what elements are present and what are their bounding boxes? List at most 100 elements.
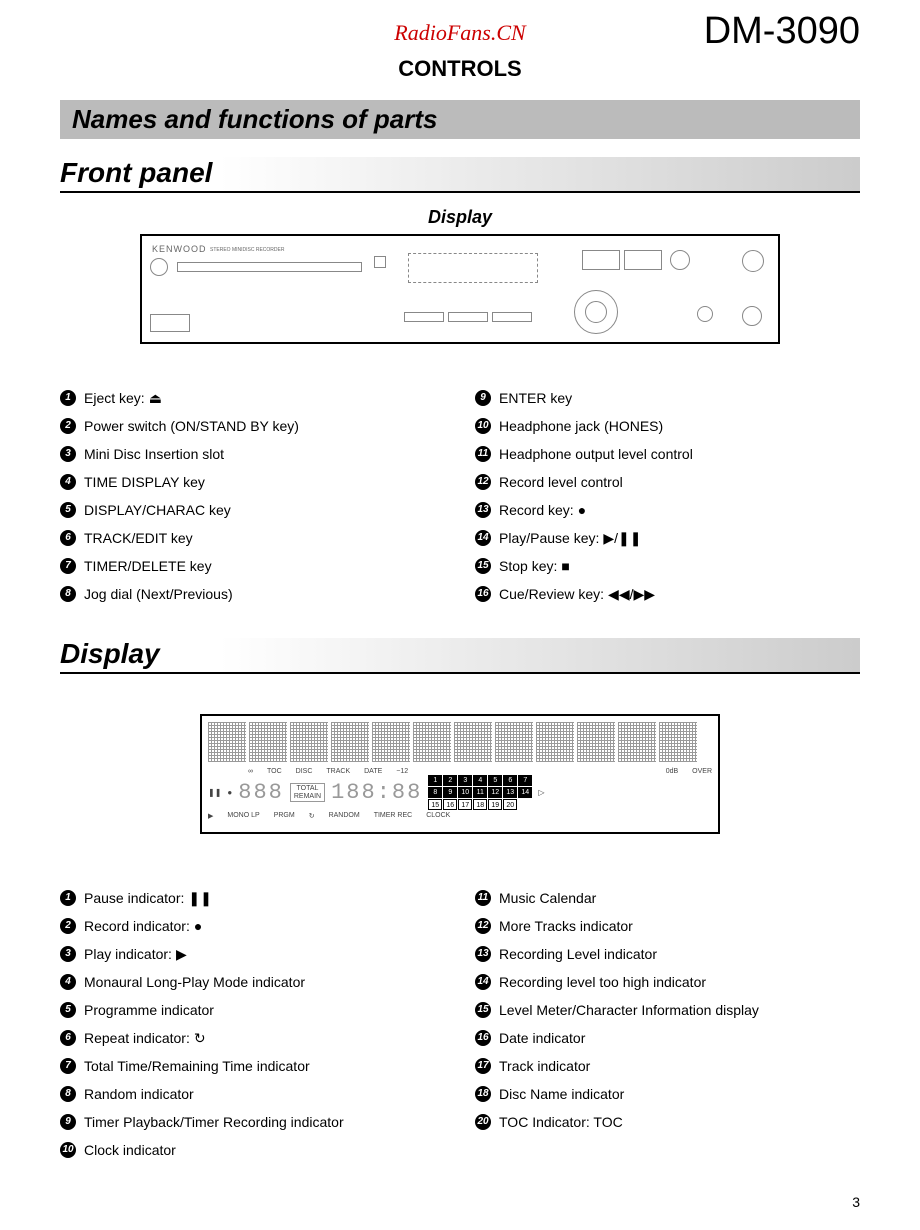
legend-text: DISPLAY/CHARAC key (84, 496, 231, 524)
legend-text: Recording level too high indicator (499, 968, 706, 996)
legend-text: Programme indicator (84, 996, 214, 1024)
calendar-cell: 3 (458, 775, 472, 786)
legend-item: 8 Random indicator (60, 1080, 445, 1108)
number-badge: 14 (475, 530, 491, 546)
number-badge: 15 (475, 558, 491, 574)
repeat-icon: ↻ (309, 812, 315, 820)
calendar-cell: 11 (473, 787, 487, 798)
power-switch-icon (150, 314, 190, 332)
number-badge: 12 (475, 474, 491, 490)
neg12-label: −12 (396, 768, 408, 775)
legend-item: 1Pause indicator: ❚❚ (60, 884, 445, 912)
legend-text: Timer Playback/Timer Recording indicator (84, 1108, 344, 1136)
calendar-cell: 4 (473, 775, 487, 786)
md-logo-icon (374, 256, 386, 268)
toc-label: TOC (267, 768, 282, 775)
legend-text: TIMER/DELETE key (84, 552, 212, 580)
timerrec-label: TIMER REC (374, 812, 413, 820)
legend-text: ENTER key (499, 384, 572, 412)
legend-item: 7TIMER/DELETE key (60, 552, 445, 580)
number-badge: 13 (475, 946, 491, 962)
legend-symbol-icon: ↻ (194, 1024, 206, 1052)
zerodb-label: 0dB (666, 768, 678, 775)
track-digits: 888 (238, 780, 284, 805)
legend-text: Repeat indicator: (84, 1024, 190, 1052)
key-6-icon (492, 312, 532, 322)
page-header: RadioFans.CN DM-3090 (60, 20, 860, 46)
legend-item: 4Monaural Long-Play Mode indicator (60, 968, 445, 996)
number-badge: 6 (60, 1030, 76, 1046)
legend-text: Record key: (499, 496, 574, 524)
calendar-cell: 15 (428, 799, 442, 810)
legend-text: Total Time/Remaining Time indicator (84, 1052, 310, 1080)
front-panel-legend: 1Eject key: ⏏2Power switch (ON/STAND BY … (60, 384, 860, 608)
display-window-icon (408, 253, 538, 283)
number-badge: 14 (475, 974, 491, 990)
legend-item: 5 Programme indicator (60, 996, 445, 1024)
legend-text: Headphone jack (HONES) (499, 412, 663, 440)
number-badge: 17 (475, 1058, 491, 1074)
total-remain-box: TOTALREMAIN (290, 783, 325, 802)
phones-level-icon (742, 306, 762, 326)
phones-jack-icon (697, 306, 713, 322)
time-digits: 188:88 (331, 780, 422, 805)
legend-symbol-icon: ▶ (176, 940, 187, 968)
legend-text: Level Meter/Character Information displa… (499, 996, 759, 1024)
legend-item: 18Disc Name indicator (475, 1080, 860, 1108)
legend-item: 4TIME DISPLAY key (60, 468, 445, 496)
calendar-cell: 20 (503, 799, 517, 810)
legend-text: Mini Disc Insertion slot (84, 440, 224, 468)
calendar-cell: 14 (518, 787, 532, 798)
front-panel-heading: Front panel (60, 157, 860, 193)
number-badge: 5 (60, 1002, 76, 1018)
legend-text: TOC Indicator: TOC (499, 1108, 623, 1136)
brand-label: KENWOOD (152, 244, 207, 254)
key-4-icon (404, 312, 444, 322)
legend-item: 6 Repeat indicator: ↻ (60, 1024, 445, 1052)
legend-item: 17Track indicator (475, 1052, 860, 1080)
number-badge: 16 (475, 586, 491, 602)
legend-item: 2Record indicator: ● (60, 912, 445, 940)
calendar-cell: 17 (458, 799, 472, 810)
number-badge: 7 (60, 1058, 76, 1074)
legend-text: Jog dial (Next/Previous) (84, 580, 233, 608)
legend-item: 14Play/Pause key: ▶/❚❚ (475, 524, 860, 552)
number-badge: 13 (475, 502, 491, 518)
calendar-cell: 2 (443, 775, 457, 786)
legend-text: Disc Name indicator (499, 1080, 624, 1108)
legend-text: Random indicator (84, 1080, 194, 1108)
number-badge: 1 (60, 890, 76, 906)
legend-item: 16Date indicator (475, 1024, 860, 1052)
prgm-label: PRGM (274, 812, 295, 820)
legend-text: Record indicator: (84, 912, 190, 940)
monolp-label: MONO LP (227, 812, 259, 820)
legend-item: 9 Timer Playback/Timer Recording indicato… (60, 1108, 445, 1136)
play-icon: ▶ (208, 812, 213, 820)
legend-text: Record level control (499, 468, 623, 496)
number-badge: 4 (60, 974, 76, 990)
display-legend: 1Pause indicator: ❚❚2Record indicator: ●… (60, 884, 860, 1164)
legend-item: 3Play indicator: ▶ (60, 940, 445, 968)
legend-item: 10Headphone jack (HONES) (475, 412, 860, 440)
legend-symbol-icon: ❚❚ (188, 884, 211, 912)
number-badge: 8 (60, 1086, 76, 1102)
front-panel-illustration: KENWOOD STEREO MINIDISC RECORDER (140, 234, 780, 344)
pause-icon: ❚❚ (208, 788, 221, 797)
legend-item: 12 Record level control (475, 468, 860, 496)
legend-item: 16Cue/Review key: ◀◀/▶▶ (475, 580, 860, 608)
legend-item: 15Level Meter/Character Information disp… (475, 996, 860, 1024)
calendar-cell: 12 (488, 787, 502, 798)
number-badge: 8 (60, 586, 76, 602)
section-heading: Names and functions of parts (60, 100, 860, 139)
calendar-cell: 8 (428, 787, 442, 798)
number-badge: 12 (475, 918, 491, 934)
legend-item: 13Record key: ● (475, 496, 860, 524)
number-badge: 9 (475, 390, 491, 406)
legend-item: 11Headphone output level control (475, 440, 860, 468)
rec-icon: ● (227, 788, 232, 797)
clock-label: CLOCK (426, 812, 450, 820)
number-badge: 16 (475, 1030, 491, 1046)
number-badge: 9 (60, 1114, 76, 1130)
front-panel-diagram: Display KENWOOD STEREO MINIDISC RECORDER (60, 207, 860, 344)
legend-symbol-icon: ▶/❚❚ (603, 524, 641, 552)
